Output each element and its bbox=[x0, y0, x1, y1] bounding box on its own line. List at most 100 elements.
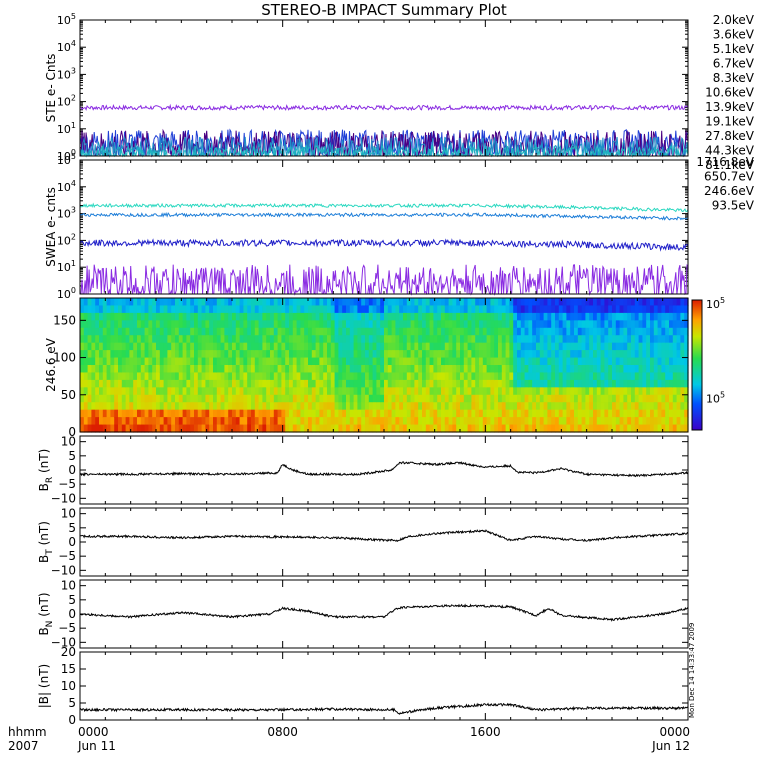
pad-cell bbox=[532, 387, 537, 396]
pad-cell bbox=[422, 394, 427, 403]
pad-cell bbox=[361, 335, 366, 344]
pad-cell bbox=[334, 357, 339, 366]
pad-cell bbox=[634, 305, 640, 314]
pad-cell bbox=[604, 424, 609, 433]
pad-cell bbox=[372, 327, 377, 336]
pad-cell bbox=[406, 357, 412, 366]
pad-cell bbox=[619, 357, 624, 366]
pad-cell bbox=[235, 409, 241, 418]
pad-cell bbox=[566, 305, 571, 314]
pad-cell bbox=[372, 365, 377, 374]
pad-cell bbox=[532, 379, 537, 388]
pad-cell bbox=[615, 312, 621, 321]
pad-cell bbox=[129, 305, 134, 314]
pad-cell bbox=[589, 305, 594, 314]
pad-cell bbox=[194, 342, 199, 351]
pad-cell bbox=[91, 394, 96, 403]
pad-cell bbox=[399, 312, 404, 321]
pad-cell bbox=[156, 357, 161, 366]
pad-cell bbox=[646, 327, 651, 336]
pad-cell bbox=[338, 387, 343, 396]
pad-cell bbox=[175, 394, 180, 403]
pad-cell bbox=[186, 387, 191, 396]
pad-cell bbox=[346, 357, 351, 366]
pad-cell bbox=[87, 342, 92, 351]
pad-cell bbox=[148, 387, 153, 396]
pad-cell bbox=[368, 305, 374, 314]
pad-cell bbox=[444, 342, 450, 351]
pad-cell bbox=[471, 357, 476, 366]
pad-cell bbox=[665, 402, 670, 411]
pad-cell bbox=[650, 298, 655, 307]
pad-cell bbox=[323, 342, 328, 351]
pad-cell bbox=[167, 312, 172, 321]
pad-cell bbox=[646, 342, 651, 351]
pad-cell bbox=[118, 372, 123, 381]
pad-cell bbox=[91, 365, 96, 374]
pad-cell bbox=[114, 424, 119, 433]
pad-cell bbox=[672, 402, 678, 411]
pad-cell bbox=[570, 424, 575, 433]
pad-cell bbox=[414, 424, 419, 433]
pad-cell bbox=[471, 320, 476, 329]
pad-cell bbox=[87, 320, 92, 329]
pad-cell bbox=[319, 350, 324, 359]
pad-cell bbox=[365, 417, 370, 426]
pad-cell bbox=[304, 342, 309, 351]
pad-cell bbox=[555, 298, 560, 307]
pad-cell bbox=[634, 424, 640, 433]
pad-cell bbox=[308, 394, 313, 403]
pad-cell bbox=[80, 394, 85, 403]
pad-cell bbox=[311, 417, 317, 426]
pad-cell bbox=[486, 350, 491, 359]
pad-cell bbox=[251, 305, 256, 314]
pad-cell bbox=[403, 379, 408, 388]
pad-cell bbox=[346, 312, 351, 321]
pad-cell bbox=[532, 335, 537, 344]
pad-cell bbox=[266, 320, 271, 329]
pad-cell bbox=[110, 417, 115, 426]
pad-cell bbox=[387, 387, 393, 396]
pad-cell bbox=[224, 312, 229, 321]
pad-cell bbox=[361, 394, 366, 403]
pad-cell bbox=[532, 417, 537, 426]
pad-cell bbox=[619, 387, 624, 396]
pad-cell bbox=[224, 298, 229, 307]
pad-cell bbox=[387, 394, 393, 403]
pad-cell bbox=[376, 320, 381, 329]
pad-cell bbox=[327, 357, 332, 366]
pad-cell bbox=[486, 409, 491, 418]
pad-cell bbox=[118, 320, 123, 329]
pad-cell bbox=[543, 387, 548, 396]
pad-cell bbox=[91, 320, 96, 329]
pad-cell bbox=[441, 327, 446, 336]
pad-cell bbox=[490, 335, 495, 344]
pad-cell bbox=[661, 320, 666, 329]
pad-cell bbox=[570, 357, 575, 366]
pad-cell bbox=[365, 335, 370, 344]
pad-cell bbox=[308, 365, 313, 374]
pad-cell bbox=[277, 402, 282, 411]
pad-cell bbox=[615, 394, 621, 403]
pad-cell bbox=[224, 387, 229, 396]
pad-cell bbox=[80, 327, 85, 336]
pad-cell bbox=[604, 320, 609, 329]
pad-cell bbox=[524, 357, 529, 366]
pad-cell bbox=[357, 394, 362, 403]
pad-cell bbox=[452, 320, 457, 329]
pad-cell bbox=[642, 335, 647, 344]
pad-cell bbox=[114, 350, 119, 359]
pad-cell bbox=[365, 402, 370, 411]
pad-cell bbox=[125, 424, 130, 433]
pad-cell bbox=[555, 365, 560, 374]
pad-cell bbox=[201, 417, 206, 426]
pad-cell bbox=[106, 335, 111, 344]
pad-cell bbox=[235, 327, 241, 336]
pad-cell bbox=[273, 320, 279, 329]
pad-cell bbox=[186, 305, 191, 314]
pad-cell bbox=[471, 327, 476, 336]
pad-cell bbox=[144, 365, 149, 374]
pad-cell bbox=[80, 312, 85, 321]
pad-cell bbox=[91, 305, 96, 314]
pad-cell bbox=[612, 342, 617, 351]
